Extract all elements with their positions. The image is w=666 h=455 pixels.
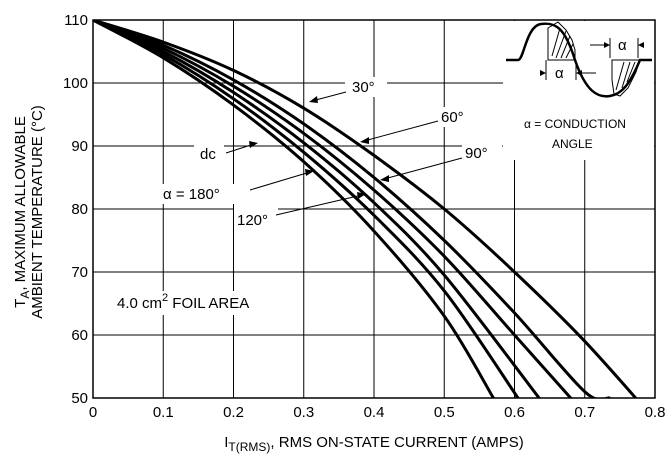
- arrowhead-180: [305, 169, 314, 176]
- series-line-90: [93, 20, 573, 398]
- x-tick-label: 0.5: [434, 404, 455, 421]
- arrow-30: [311, 91, 347, 102]
- conduction-angle-inset: α α α = CONDUCTION ANGLE: [503, 21, 654, 160]
- alpha-right-arrow-b: [638, 42, 644, 48]
- foil-rest: FOIL AREA: [168, 295, 249, 312]
- arrow-dc: [225, 143, 255, 154]
- label-180: α = 180°: [163, 186, 220, 203]
- y-axis-title-sub: A: [18, 291, 32, 299]
- x-tick-label: 0.6: [504, 404, 525, 421]
- label-bg-30: [345, 77, 387, 97]
- series-line-30: [93, 20, 638, 398]
- series-line-60: [93, 20, 611, 398]
- label-bg-90: [462, 143, 502, 163]
- alpha-left-arrow-a: [540, 70, 546, 76]
- inset-bg: [503, 21, 654, 160]
- label-dc: dc: [200, 146, 216, 163]
- x-axis-title: IT(RMS), RMS ON-STATE CURRENT (AMPS): [224, 434, 524, 454]
- arrowhead-dc: [249, 141, 258, 148]
- arrowhead-60: [360, 137, 369, 144]
- hatched-positive: [547, 21, 576, 61]
- label-bg-180: [160, 184, 250, 204]
- x-tick-label: 0.8: [645, 404, 666, 421]
- x-tick-label: 0.1: [153, 404, 174, 421]
- label-bg-120: [234, 208, 278, 230]
- y-axis-title-rest: , MAXIMUM ALLOWABLE: [12, 116, 29, 291]
- y-axis-title-main: T: [12, 299, 29, 308]
- x-axis-title-rest: , RMS ON-STATE CURRENT (AMPS): [270, 434, 523, 451]
- y-axis-title-line1: TA, MAXIMUM ALLOWABLE: [12, 116, 32, 308]
- x-tick-labels: 0 0.1 0.2 0.3 0.4 0.5 0.6 0.7 0.8: [89, 404, 666, 421]
- foil-main: 4.0 cm: [117, 295, 162, 312]
- arrow-90: [383, 157, 463, 180]
- foil-area-label: 4.0 cm2 FOIL AREA: [117, 292, 249, 312]
- curves: [93, 20, 638, 398]
- x-axis-title-main: I: [224, 434, 228, 451]
- hatch-6: [621, 61, 631, 89]
- y-tick-label: 110: [64, 12, 88, 29]
- hatch-3: [560, 35, 571, 59]
- arrowhead-120: [357, 192, 366, 199]
- sine-waveform: [506, 22, 652, 98]
- arrow-180: [249, 171, 311, 191]
- label-120: 120°: [237, 212, 268, 229]
- label-90: 90°: [465, 145, 488, 162]
- x-tick-label: 0.7: [574, 404, 595, 421]
- x-tick-label: 0.3: [293, 404, 314, 421]
- foil-label-bg: [114, 291, 292, 315]
- plot-frame: [92, 19, 656, 399]
- alpha-label-upper: α: [618, 37, 627, 54]
- series-line-120: [93, 20, 541, 398]
- arrow-120: [275, 194, 363, 216]
- alpha-left-arrow-b: [576, 70, 582, 76]
- label-30: 30°: [352, 79, 375, 96]
- arrow-60: [363, 120, 439, 142]
- curve-annotations: 30° 60° 90° dc α = 180° 120° 4.0 cm2 FOI…: [114, 77, 502, 315]
- label-60: 60°: [441, 109, 464, 126]
- x-axis-title-sub: T(RMS): [228, 440, 270, 454]
- conduction-label-line2: ANGLE: [552, 137, 593, 151]
- label-bg-dc: [194, 144, 224, 164]
- x-tick-label: 0.4: [364, 404, 385, 421]
- y-tick-label: 100: [63, 75, 88, 92]
- label-bg-60: [438, 107, 478, 127]
- y-axis-title-line2: AMBIENT TEMPERATURE (°C): [29, 105, 46, 319]
- hatch-5: [615, 61, 625, 91]
- y-tick-label: 90: [71, 138, 88, 155]
- alpha-label-lower: α: [555, 65, 564, 82]
- series-line-180: [93, 20, 520, 398]
- hatch-4: [565, 43, 574, 59]
- x-tick-label: 0: [89, 404, 97, 421]
- foil-sup: 2: [162, 292, 168, 304]
- hatch-1: [551, 27, 561, 57]
- y-tick-label: 70: [71, 264, 88, 281]
- x-tick-label: 0.2: [223, 404, 244, 421]
- y-tick-label: 60: [71, 327, 88, 344]
- y-tick-label: 80: [71, 201, 88, 218]
- y-tick-labels: 50 60 70 80 90 100 110: [63, 12, 88, 407]
- conduction-label-line1: α = CONDUCTION: [524, 117, 626, 131]
- arrowhead-90: [380, 175, 389, 182]
- alpha-right-arrow-a: [604, 42, 610, 48]
- series-line-dc: [93, 20, 495, 398]
- hatch-7: [626, 61, 636, 83]
- y-tick-label: 50: [71, 390, 88, 407]
- arrowhead-30: [309, 96, 318, 103]
